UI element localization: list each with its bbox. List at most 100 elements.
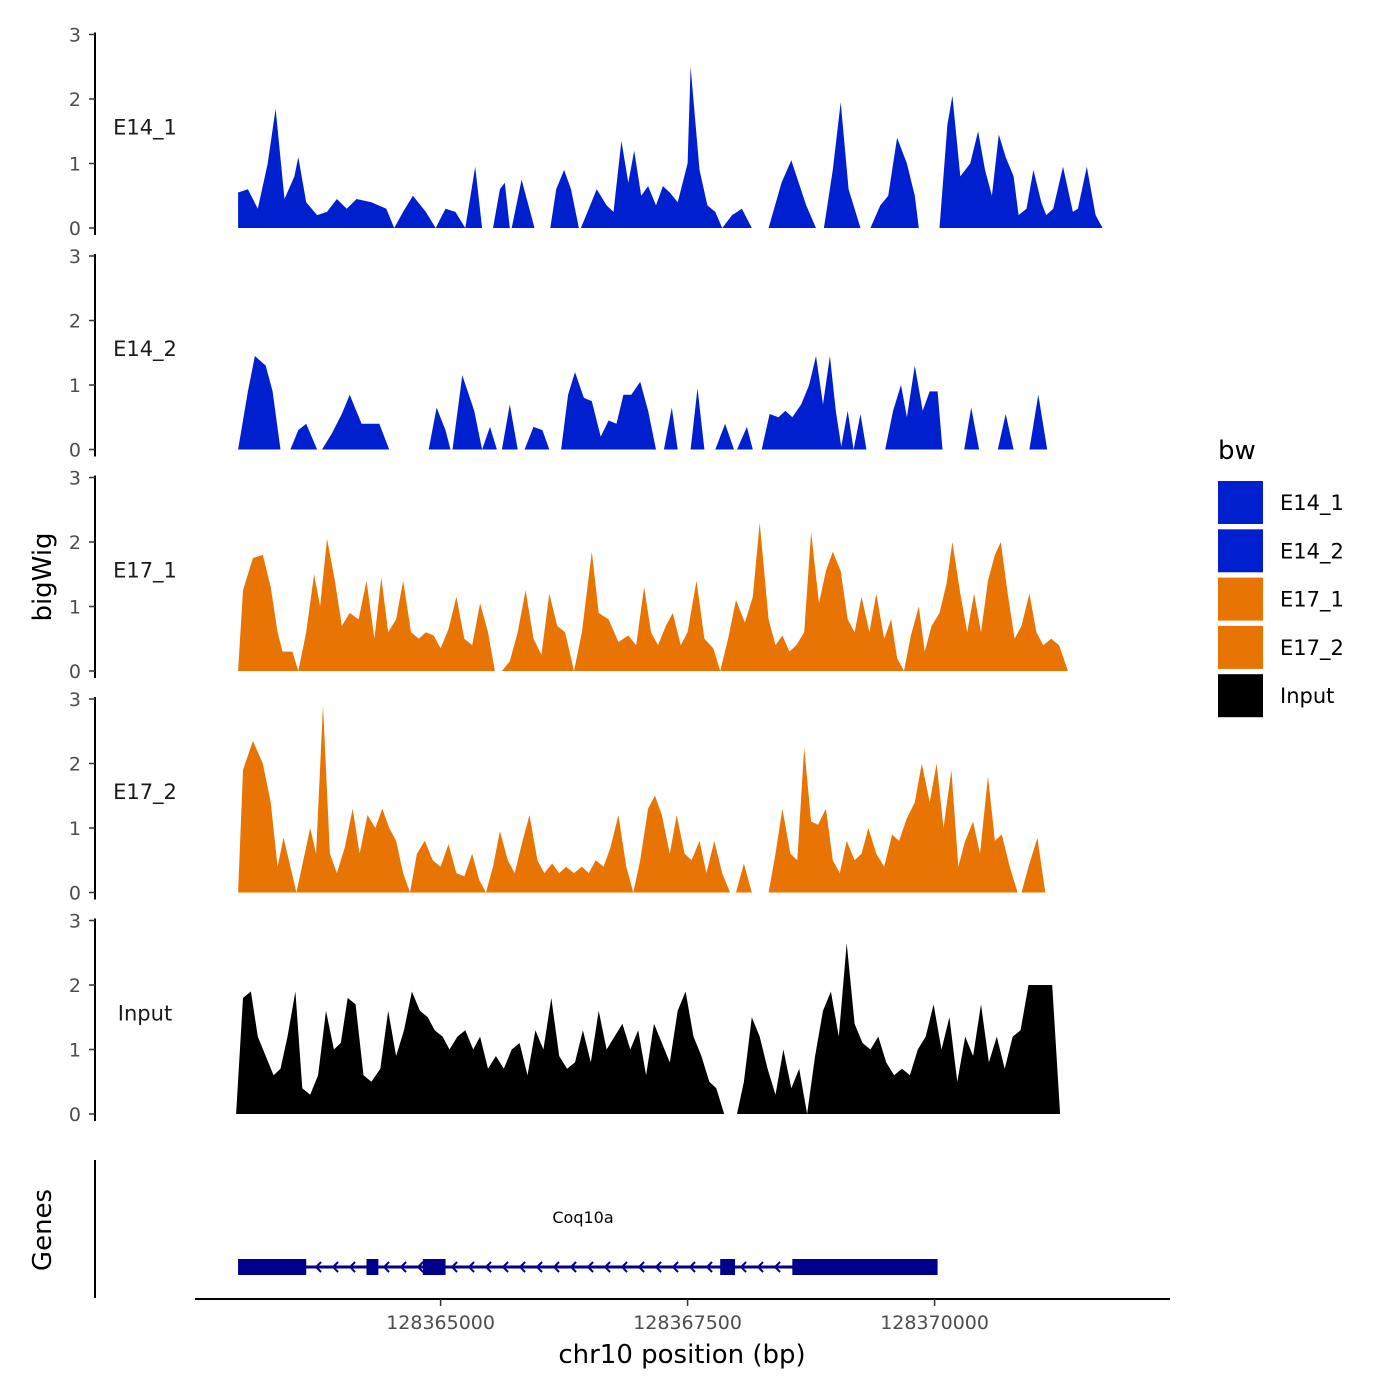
- strand-arrow: [569, 1261, 577, 1273]
- strand-arrow: [518, 1261, 526, 1273]
- coverage-area: [493, 182, 510, 228]
- x-tick-label: 128365000: [386, 1312, 495, 1334]
- x-tick-label: 128370000: [880, 1312, 989, 1334]
- legend-title: bw: [1218, 436, 1256, 466]
- gene-exon: [366, 1259, 379, 1275]
- coverage-area: [1021, 837, 1046, 893]
- strand-arrow: [467, 1261, 475, 1273]
- coverage-area: [737, 426, 753, 450]
- y-tick-label: 3: [69, 246, 81, 268]
- y-tick-label: 3: [69, 689, 81, 711]
- strand-arrow: [705, 1261, 713, 1273]
- x-axis: 128365000 128367500 128370000: [195, 1298, 1170, 1334]
- y-tick-label: 3: [69, 911, 81, 933]
- gene-exon: [422, 1259, 446, 1275]
- y-tick-label: 1: [69, 597, 81, 619]
- coverage-area: [561, 372, 656, 450]
- legend-label: Input: [1280, 684, 1334, 708]
- strand-arrow: [603, 1261, 611, 1273]
- strand-arrow: [739, 1261, 747, 1273]
- coverage-area: [997, 414, 1014, 450]
- y-tick-label: 2: [69, 975, 81, 997]
- coverage-area: [394, 195, 436, 228]
- track-label: E14_1: [113, 115, 177, 140]
- x-tick-label: 128367500: [633, 1312, 742, 1334]
- coverage-area: [690, 388, 705, 450]
- gene-exon: [720, 1259, 736, 1275]
- track-e17-1: 0 1 2 3 E17_1: [69, 468, 1068, 683]
- coverage-area: [501, 404, 518, 450]
- coverage-area: [486, 815, 634, 893]
- strand-arrow: [416, 1261, 424, 1273]
- strand-arrow: [501, 1261, 509, 1273]
- coverage-area: [736, 863, 752, 893]
- legend-label: E14_2: [1280, 539, 1344, 564]
- coverage-area: [1029, 394, 1048, 450]
- gene-name-label: Coq10a: [552, 1208, 613, 1227]
- legend: bw E14_1 E14_2 E17_1 E17_2 Input: [1218, 436, 1344, 718]
- y-axis-title: bigWig: [28, 532, 58, 621]
- strand-arrow: [552, 1261, 560, 1273]
- coverage-area: [465, 166, 483, 228]
- y-tick-label: 2: [69, 754, 81, 776]
- strand-arrow: [654, 1261, 662, 1273]
- coverage-area: [633, 795, 731, 893]
- coverage-area: [435, 208, 466, 228]
- y-tick-label: 1: [69, 818, 81, 840]
- track-e14-2: 0 1 2 3 E14_2: [69, 246, 1048, 462]
- coverage-area: [939, 95, 1103, 228]
- legend-swatch: [1218, 625, 1263, 669]
- coverage-area: [452, 375, 483, 450]
- coverage-area: [524, 426, 550, 450]
- y-tick-label: 0: [69, 661, 81, 683]
- y-tick-label: 0: [69, 440, 81, 462]
- coverage-area: [715, 423, 734, 450]
- coverage-area: [761, 356, 842, 450]
- coverage-tracks: 0 1 2 3 E14_1 0 1 2 3 E14_2 0 1 2 3 E17_1 0 1 2 3 E17_2 0 1 2 3…: [69, 25, 1103, 1126]
- legend-swatch: [1218, 529, 1263, 573]
- strand-arrow: [637, 1261, 645, 1273]
- strand-arrow: [331, 1261, 339, 1273]
- coverage-area: [410, 840, 486, 893]
- coverage-area: [885, 365, 943, 450]
- coverage-area: [238, 356, 281, 450]
- y-tick-label: 3: [69, 25, 81, 47]
- x-axis-title: chr10 position (bp): [558, 1340, 805, 1370]
- y-tick-label: 1: [69, 154, 81, 176]
- coverage-area: [238, 740, 297, 893]
- legend-swatch: [1218, 577, 1263, 621]
- coverage-area: [964, 407, 980, 450]
- y-tick-label: 0: [69, 1104, 81, 1126]
- y-tick-label: 1: [69, 375, 81, 397]
- coverage-area: [550, 169, 579, 228]
- track-label: E17_1: [113, 558, 177, 583]
- track-e14-1: 0 1 2 3 E14_1: [69, 25, 1103, 240]
- coverage-area: [322, 394, 390, 450]
- strand-arrow: [382, 1261, 390, 1273]
- coverage-area: [904, 542, 1068, 671]
- y-tick-label: 2: [69, 89, 81, 111]
- y-tick-label: 3: [69, 468, 81, 490]
- coverage-area: [807, 943, 1061, 1114]
- strand-arrow: [314, 1261, 322, 1273]
- strand-arrow: [671, 1261, 679, 1273]
- coverage-area: [290, 423, 318, 450]
- y-tick-label: 0: [69, 218, 81, 240]
- strand-arrow: [620, 1261, 628, 1273]
- strand-arrow: [535, 1261, 543, 1273]
- coverage-area: [428, 407, 451, 450]
- strand-arrow: [484, 1261, 492, 1273]
- y-tick-label: 2: [69, 532, 81, 554]
- coverage-area: [853, 414, 867, 450]
- coverage-area: [737, 1017, 808, 1114]
- track-label: E14_2: [113, 337, 177, 362]
- coverage-area: [840, 410, 854, 450]
- track-input: 0 1 2 3 Input: [69, 911, 1061, 1126]
- track-label: Input: [118, 1001, 172, 1025]
- coverage-area: [574, 551, 721, 671]
- coverage-area: [663, 407, 678, 450]
- genes-axis-title: Genes: [28, 1189, 58, 1271]
- coverage-area: [870, 137, 919, 228]
- coverage-area: [511, 179, 535, 228]
